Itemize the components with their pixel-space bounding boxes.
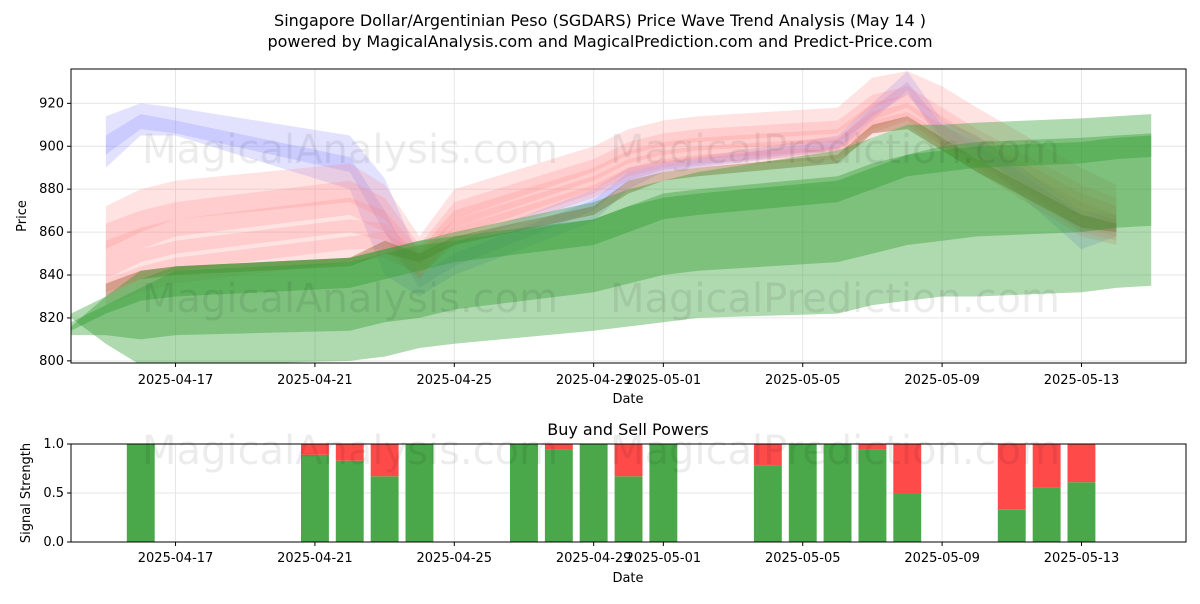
price-band-red-5 — [105, 103, 1117, 293]
sell-bar — [544, 444, 573, 450]
sell-bar — [893, 444, 922, 493]
buy-bar — [1032, 487, 1061, 542]
signal-chart-title: Buy and Sell Powers — [547, 420, 709, 439]
sell-bar — [370, 444, 399, 477]
sell-bar — [858, 444, 887, 450]
buy-bar — [1067, 482, 1096, 542]
buy-bar — [335, 460, 364, 542]
signal-bars — [126, 444, 1096, 542]
buy-bar — [997, 509, 1026, 542]
price-y-tick-label: 820 — [39, 311, 64, 326]
price-x-ticks: 2025-04-17 2025-04-21 2025-04-25 2025-04-29… — [138, 363, 1120, 388]
buy-bar — [510, 444, 538, 542]
buy-bar — [544, 449, 573, 542]
sell-bar — [301, 444, 329, 455]
buy-bar — [788, 444, 817, 542]
price-band-green-9 — [71, 133, 1152, 340]
buy-bar — [301, 454, 329, 542]
signal-x-tick-label: 2025-05-01 — [626, 551, 702, 566]
signal-y-tick-label: 0.0 — [43, 535, 64, 550]
price-band-blue-0 — [105, 71, 1117, 297]
signal-x-tick-label: 2025-04-29 — [556, 551, 632, 566]
chart-title-line1: Singapore Dollar/Argentinian Peso (SGDAR… — [274, 11, 926, 30]
signal-x-tick-label: 2025-05-13 — [1044, 551, 1120, 566]
signal-y-ticks: 0.0 0.5 1.0 — [43, 437, 71, 550]
sell-bar — [335, 444, 364, 461]
signal-x-tick-label: 2025-04-17 — [138, 551, 214, 566]
price-x-tick-label: 2025-05-01 — [626, 373, 702, 388]
signal-x-ticks: 2025-04-17 2025-04-21 2025-04-25 2025-04-29… — [138, 542, 1120, 566]
sell-bar — [1032, 444, 1061, 488]
signal-x-tick-label: 2025-05-05 — [765, 551, 841, 566]
sell-bar — [753, 444, 782, 466]
watermark-2: MagicalPrediction.com — [610, 127, 1060, 173]
sell-bar — [1067, 444, 1096, 483]
price-bands — [71, 71, 1152, 363]
price-y-axis-label: Price — [15, 200, 30, 232]
watermark-1: MagicalAnalysis.com — [142, 127, 558, 173]
price-grid — [71, 69, 1186, 363]
price-y-tick-label: 800 — [39, 354, 64, 369]
buy-bar — [649, 444, 678, 542]
chart-title-line2: powered by MagicalAnalysis.com and Magic… — [267, 32, 932, 51]
price-band-red-6 — [105, 111, 1117, 306]
sell-bar — [614, 444, 643, 477]
signal-x-tick-label: 2025-04-21 — [277, 551, 353, 566]
price-plot-frame — [70, 68, 1187, 364]
price-x-tick-label: 2025-04-29 — [556, 373, 632, 388]
watermark-5: MagicalAnalysis.com — [142, 428, 558, 474]
watermark-6: MagicalPrediction.com — [610, 428, 1060, 474]
signal-x-tick-label: 2025-04-25 — [417, 551, 493, 566]
buy-bar — [858, 449, 887, 542]
buy-bar — [614, 476, 643, 542]
watermark-4: MagicalPrediction.com — [610, 276, 1060, 322]
price-watermarks: MagicalAnalysis.com MagicalPrediction.co… — [142, 127, 1060, 322]
signal-x-tick-label: 2025-05-09 — [904, 551, 980, 566]
signal-y-tick-label: 1.0 — [43, 437, 64, 452]
price-x-tick-label: 2025-05-13 — [1044, 373, 1120, 388]
price-y-tick-label: 880 — [39, 182, 64, 197]
price-y-ticks: 800 820 840 860 880 900 920 — [39, 96, 71, 369]
price-x-tick-label: 2025-04-21 — [277, 373, 353, 388]
signal-watermarks: MagicalAnalysis.com MagicalPrediction.co… — [142, 428, 1060, 474]
buy-bar — [579, 444, 608, 542]
price-x-tick-label: 2025-05-09 — [904, 373, 980, 388]
price-y-tick-label: 920 — [39, 96, 64, 111]
price-x-tick-label: 2025-04-17 — [138, 373, 214, 388]
sell-bar — [997, 444, 1026, 510]
price-y-tick-label: 900 — [39, 139, 64, 154]
price-band-red-2 — [105, 71, 1117, 267]
buy-bar — [753, 465, 782, 542]
signal-y-axis-label: Signal Strength — [19, 443, 34, 543]
price-x-axis-label: Date — [612, 392, 643, 407]
signal-x-axis-label: Date — [612, 571, 643, 586]
buy-bar — [370, 476, 399, 542]
buy-bar — [823, 444, 852, 542]
price-x-tick-label: 2025-04-25 — [417, 373, 493, 388]
buy-bar — [405, 444, 434, 542]
watermark-3: MagicalAnalysis.com — [142, 276, 558, 322]
buy-bar — [893, 493, 922, 542]
price-band-green-8 — [71, 114, 1152, 363]
price-band-red-4 — [105, 94, 1117, 280]
price-x-tick-label: 2025-05-05 — [765, 373, 841, 388]
price-y-tick-label: 860 — [39, 225, 64, 240]
price-band-green-10 — [71, 135, 1152, 331]
buy-bar — [126, 444, 155, 542]
price-y-tick-label: 840 — [39, 268, 64, 283]
signal-y-tick-label: 0.5 — [43, 486, 64, 501]
